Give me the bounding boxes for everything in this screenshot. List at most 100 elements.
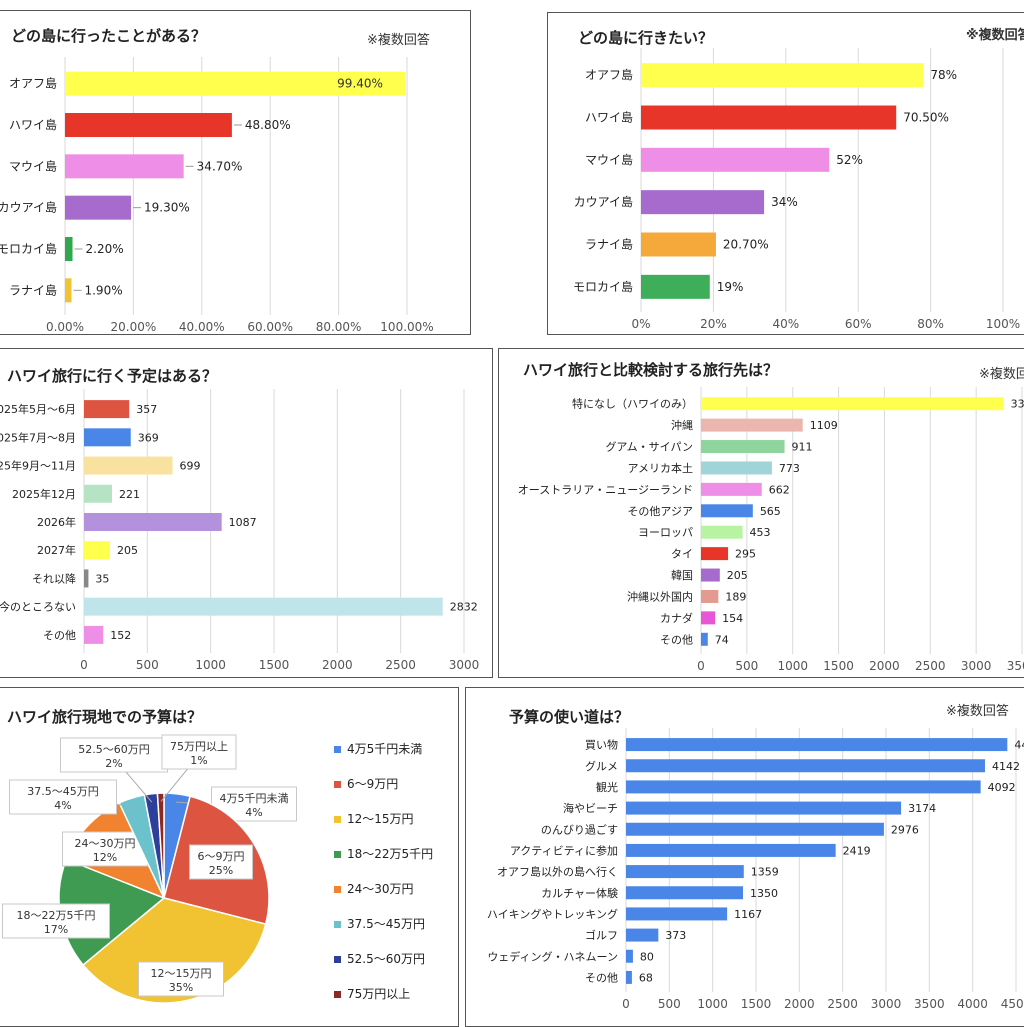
x-tick-label: 0 [80, 658, 88, 672]
data-label: 662 [769, 483, 790, 496]
bar [701, 461, 772, 475]
chart-title: ハワイ旅行現地での予算は？ [7, 708, 203, 726]
pie-percent-label: 4% [54, 799, 71, 812]
y-category-label: カナダ [660, 611, 693, 625]
y-category-label: ハワイ島 [9, 117, 57, 132]
x-tick-label: 20% [700, 317, 727, 331]
bar [626, 780, 981, 794]
x-tick-label: 1000 [697, 997, 728, 1011]
bar [641, 190, 765, 215]
pie-label: 24～30万円 [75, 837, 136, 850]
legend-swatch [334, 781, 341, 788]
bar [84, 428, 131, 447]
x-tick-label: 60.00% [247, 320, 293, 334]
x-tick-label: 2000 [869, 659, 900, 673]
pie-percent-label: 25% [209, 864, 233, 877]
x-tick-label: 4500 [1001, 997, 1024, 1011]
pie-percent-label: 4% [245, 806, 262, 819]
data-label: 74 [715, 633, 729, 646]
x-tick-label: 0.00% [46, 320, 84, 334]
data-label: 4092 [988, 781, 1016, 794]
y-category-label: オアフ島 [585, 67, 633, 82]
data-label: 357 [136, 403, 157, 416]
bar [626, 970, 632, 984]
data-label: 70.50% [903, 111, 949, 125]
pie-label-box [161, 734, 237, 770]
bar [641, 232, 716, 257]
x-tick-label: 500 [658, 997, 681, 1011]
chart-title: ハワイ旅行と比較検討する旅行先は？ [523, 361, 779, 379]
x-tick-label: 500 [136, 658, 159, 672]
x-tick-label: 40% [772, 317, 799, 331]
y-category-label: ラナイ島 [585, 237, 633, 252]
bar-chart-spending: 0 500 1000 1500 2000 2500 3000 3500 4000 4500 買い物 4… [487, 728, 1024, 1011]
legend-swatch [334, 851, 341, 858]
x-tick-label: 60% [845, 317, 872, 331]
x-tick-label: 2000 [784, 997, 815, 1011]
bar [65, 195, 132, 220]
legend-label: 4万5千円未満 [347, 742, 423, 756]
y-category-label: 特になし（ハワイのみ） [572, 397, 693, 411]
legend-label: 37.5～45万円 [347, 917, 425, 931]
legend-item: 37.5～45万円 [334, 915, 425, 932]
legend-label: 18～22万5千円 [347, 847, 434, 861]
y-category-label: アクティビティに参加 [510, 843, 618, 857]
y-category-label: アメリカ本土 [628, 461, 693, 475]
y-category-label: 2025年9月～11月 [0, 459, 76, 473]
data-label: 189 [725, 590, 746, 603]
x-tick-label: 0 [697, 659, 705, 673]
bar [701, 632, 708, 646]
bar [641, 63, 924, 88]
chart-panel-compare: ハワイ旅行と比較検討する旅行先は？ ※複数回答 0 500 1000 1500 2000… [498, 348, 1024, 678]
data-label: 2419 [843, 844, 871, 857]
x-tick-label: 40.00% [179, 320, 225, 334]
data-label: 205 [727, 569, 748, 582]
pie-label-box [60, 737, 168, 773]
pie-label-box [9, 779, 117, 815]
chart-note: ※複数回答 [367, 33, 430, 48]
x-tick-label: 1500 [741, 997, 772, 1011]
x-tick-label: 100% [986, 317, 1020, 331]
y-category-label: その他 [43, 629, 76, 642]
pie-label-box [62, 831, 148, 867]
data-label: 453 [750, 526, 771, 539]
data-label: 3174 [908, 802, 936, 815]
data-label: 565 [760, 505, 781, 518]
y-category-label: グアム・サイパン [605, 440, 693, 454]
data-label: 1167 [734, 908, 762, 921]
y-category-label: 観光 [596, 780, 618, 794]
bar [65, 278, 72, 303]
data-label: 68 [639, 971, 653, 984]
y-category-label: モロカイ島 [573, 279, 633, 294]
chart-panel-visited: どの島に行ったことがある？ ※複数回答 0.00% 20.00% 40.00% 60.… [0, 10, 471, 335]
bar [65, 113, 232, 137]
data-label: 911 [792, 441, 813, 454]
pie-label: 52.5～60万円 [78, 743, 150, 756]
x-tick-label: 2500 [385, 658, 416, 672]
bar [84, 569, 89, 588]
x-tick-label: 3000 [449, 658, 480, 672]
y-category-label: 2025年12月 [12, 487, 76, 501]
data-label: 35 [95, 572, 109, 585]
y-category-label: グルメ [585, 759, 618, 773]
pie-percent-label: 1% [190, 754, 207, 767]
chart-panel-spending: 予算の使い道は？ ※複数回答 0 500 1000 1500 2000 2500 3000 3… [465, 687, 1024, 1027]
pie-label: 37.5～45万円 [27, 785, 99, 798]
bar [84, 597, 443, 616]
x-tick-label: 100.00% [380, 320, 433, 334]
y-category-label: カルチャー体験 [541, 886, 618, 900]
bar [701, 418, 803, 432]
data-label: 295 [735, 548, 756, 561]
chart-panel-budget: ハワイ旅行現地での予算は？ 4万5千円未満 4% 6～9万円 25% 12～15万円 35… [0, 687, 459, 1027]
legend-swatch [334, 991, 341, 998]
data-label: 2976 [891, 823, 919, 836]
data-label: 221 [119, 488, 140, 501]
bar [701, 547, 729, 561]
bar-chart-plan: 0 500 1000 1500 2000 2500 3000 2025年5月～6月 357 202… [0, 389, 480, 672]
bar [65, 154, 184, 179]
bar-chart-compare: 0 500 1000 1500 2000 2500 3000 3500 特になし（ハワイのみ） 3… [518, 387, 1024, 673]
bar [701, 589, 719, 603]
bar [65, 71, 405, 96]
bar [626, 865, 744, 879]
x-tick-label: 0 [622, 997, 630, 1011]
